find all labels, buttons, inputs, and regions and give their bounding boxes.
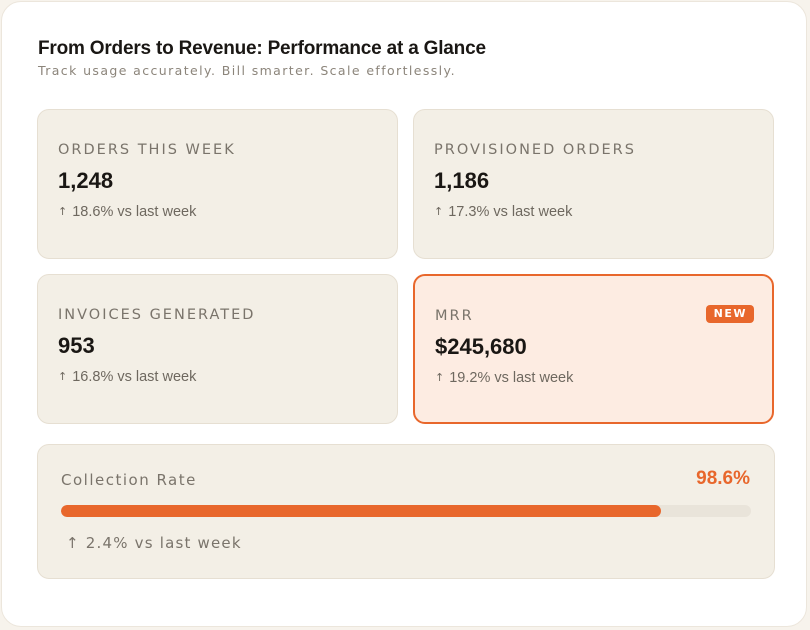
collection-rate-label: Collection Rate <box>61 471 197 489</box>
collection-rate-delta: ↑ 2.4% vs last week <box>66 534 242 552</box>
arrow-up-icon: ↑ <box>435 371 445 384</box>
metric-delta: ↑ 19.2% vs last week <box>435 370 573 386</box>
metric-delta-text: 17.3% vs last week <box>448 204 573 220</box>
arrow-up-icon: ↑ <box>58 370 68 383</box>
metric-label: PROVISIONED ORDERS <box>434 142 636 158</box>
collection-rate-value: 98.6% <box>696 468 750 489</box>
metric-delta: ↑ 17.3% vs last week <box>434 204 572 220</box>
metric-card-mrr: MRR NEW $245,680 ↑ 19.2% vs last week <box>413 274 774 424</box>
metric-card-orders-this-week: ORDERS THIS WEEK 1,248 ↑ 18.6% vs last we… <box>37 109 398 259</box>
metric-delta: ↑ 16.8% vs last week <box>58 369 196 385</box>
new-badge: NEW <box>705 305 754 323</box>
metric-value: 1,248 <box>58 168 114 193</box>
metric-value: $245,680 <box>435 334 527 359</box>
metric-card-invoices-generated: INVOICES GENERATED 953 ↑ 16.8% vs last we… <box>37 274 398 424</box>
collection-progress-bar <box>61 505 751 517</box>
collection-rate-delta-text: 2.4% vs last week <box>85 534 242 552</box>
page-subtitle: Track usage accurately. Bill smarter. Sc… <box>38 63 456 78</box>
metric-label: INVOICES GENERATED <box>58 307 256 323</box>
collection-progress-fill <box>61 505 662 517</box>
metric-value: 1,186 <box>434 168 490 193</box>
metric-delta: ↑ 18.6% vs last week <box>58 204 196 220</box>
metric-card-provisioned-orders: PROVISIONED ORDERS 1,186 ↑ 17.3% vs last … <box>413 109 774 259</box>
metric-value: 953 <box>58 333 95 358</box>
collection-rate-panel: Collection Rate 98.6% ↑ 2.4% vs last week <box>37 444 775 579</box>
metric-delta-text: 16.8% vs last week <box>72 369 197 385</box>
page-title: From Orders to Revenue: Performance at a… <box>38 38 486 59</box>
arrow-up-icon: ↑ <box>58 205 68 218</box>
metric-label: ORDERS THIS WEEK <box>58 142 236 158</box>
metric-label: MRR <box>435 308 474 324</box>
metric-delta-text: 18.6% vs last week <box>72 204 197 220</box>
arrow-up-icon: ↑ <box>66 534 80 552</box>
metric-delta-text: 19.2% vs last week <box>449 370 574 386</box>
arrow-up-icon: ↑ <box>434 205 444 218</box>
